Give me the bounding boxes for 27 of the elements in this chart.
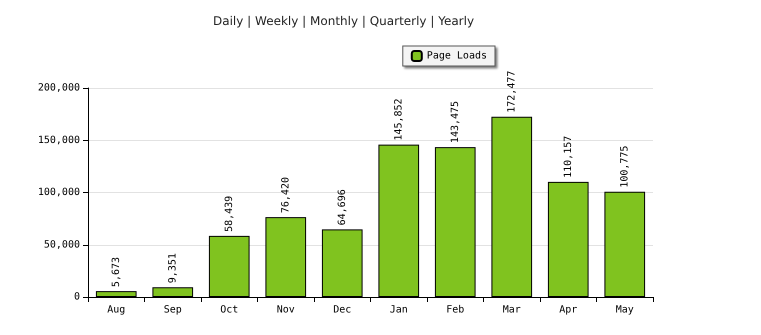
x-tick-label: Jan (390, 304, 408, 316)
x-tick-label: Feb (446, 304, 464, 316)
data-label: 172,477 (506, 70, 518, 113)
x-tick-label: Aug (107, 304, 126, 316)
data-label: 143,475 (450, 100, 461, 144)
chart-title: Daily | Weekly | Monthly | Quarterly | Yearly (213, 14, 474, 28)
x-tick-label: Nov (276, 304, 295, 316)
x-tick-label: Mar (502, 304, 521, 316)
x-tick-label: Dec (333, 304, 352, 316)
y-tick-label: 150,000 (38, 134, 80, 146)
y-tick-label: 0 (74, 292, 80, 302)
y-tick-label: 200,000 (38, 82, 80, 94)
data-label: 110,157 (562, 136, 574, 178)
x-tick-label: Sep (164, 304, 182, 316)
y-tick-label: 100,000 (38, 187, 80, 198)
data-label: 9,351 (167, 253, 178, 284)
data-label: 5,673 (110, 256, 122, 288)
data-label: 76,420 (280, 177, 292, 214)
y-tick-label: 50,000 (44, 239, 80, 250)
x-tick-label: Apr (559, 304, 578, 316)
data-label: 100,775 (619, 146, 630, 188)
data-label: 145,852 (393, 98, 404, 141)
data-label: 64,696 (336, 189, 348, 226)
data-label: 58,439 (224, 196, 235, 232)
x-tick-label: Oct (220, 304, 238, 316)
x-tick-label: May (616, 304, 634, 316)
legend-label: Page Loads (426, 50, 488, 62)
